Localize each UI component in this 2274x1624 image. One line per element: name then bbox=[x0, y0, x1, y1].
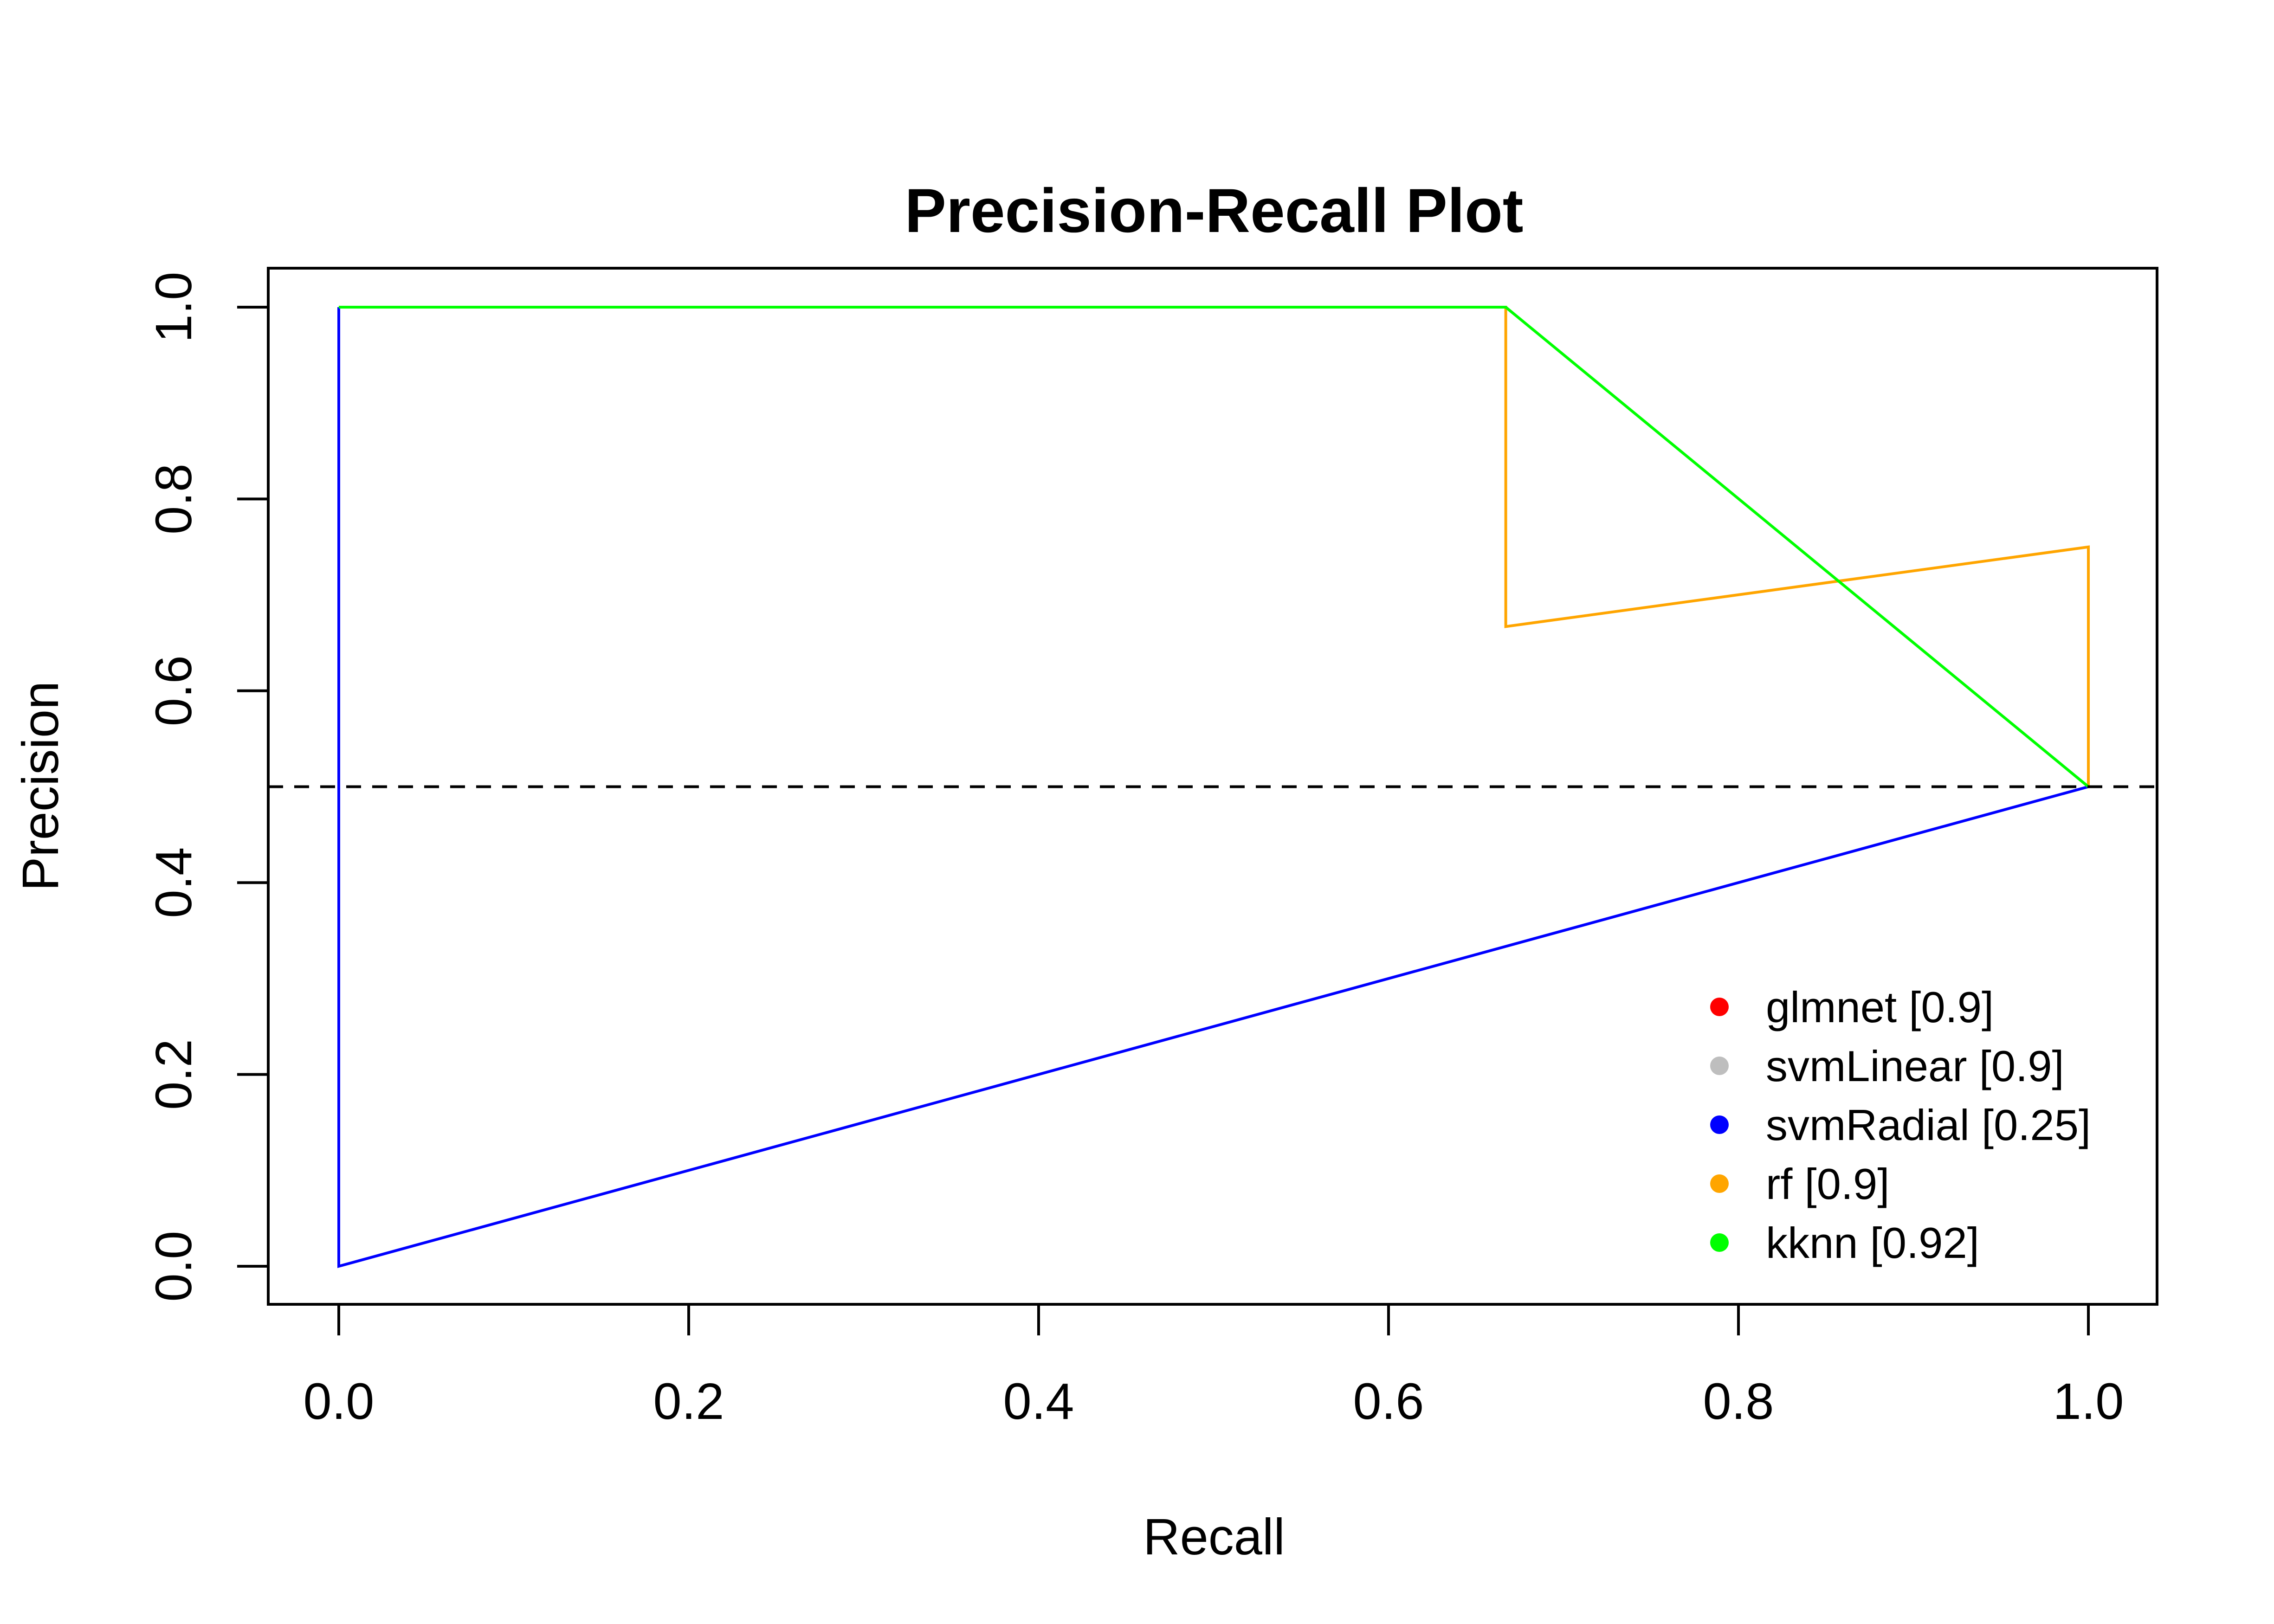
legend-marker-rf bbox=[1710, 1174, 1729, 1193]
y-tick-label: 0.4 bbox=[145, 847, 202, 918]
series-line-kknn bbox=[339, 306, 2089, 788]
series-line-svmradial bbox=[337, 307, 2089, 1268]
legend-marker-svmradial bbox=[1710, 1115, 1729, 1134]
x-tick-label: 0.4 bbox=[1003, 1373, 1074, 1430]
y-tick-label: 0.6 bbox=[145, 655, 202, 726]
x-axis: 0.0 0.2 0.4 0.6 0.8 1.0 bbox=[304, 1303, 2124, 1430]
x-axis-label: Recall bbox=[1143, 1508, 1285, 1566]
x-tick-label: 1.0 bbox=[2053, 1373, 2124, 1430]
legend: glmnet [0.9] svmLinear [0.9] svmRadial [0.… bbox=[1710, 983, 2091, 1267]
y-tick-label: 0.2 bbox=[145, 1039, 202, 1110]
x-tick-label: 0.0 bbox=[304, 1373, 375, 1430]
series-layer bbox=[337, 306, 2090, 1268]
legend-label: svmLinear [0.9] bbox=[1766, 1042, 2064, 1090]
y-axis: 0.0 0.2 0.4 0.6 0.8 1.0 bbox=[145, 272, 270, 1302]
legend-label: rf [0.9] bbox=[1766, 1160, 1889, 1208]
legend-marker-kknn bbox=[1710, 1233, 1729, 1252]
legend-marker-glmnet bbox=[1710, 998, 1729, 1016]
y-axis-label: Precision bbox=[12, 681, 69, 891]
x-tick-label: 0.2 bbox=[653, 1373, 724, 1430]
y-tick-label: 0.8 bbox=[145, 464, 202, 535]
legend-label: svmRadial [0.25] bbox=[1766, 1101, 2091, 1149]
legend-marker-svmlinear bbox=[1710, 1057, 1729, 1075]
x-tick-label: 0.8 bbox=[1703, 1373, 1774, 1430]
y-tick-label: 1.0 bbox=[145, 272, 202, 343]
series-line-rf bbox=[339, 306, 2090, 787]
legend-label: glmnet [0.9] bbox=[1766, 983, 1994, 1031]
y-tick-label: 0.0 bbox=[145, 1231, 202, 1302]
x-tick-label: 0.6 bbox=[1353, 1373, 1424, 1430]
chart-title: Precision-Recall Plot bbox=[905, 176, 1524, 245]
legend-label: kknn [0.92] bbox=[1766, 1218, 1979, 1267]
